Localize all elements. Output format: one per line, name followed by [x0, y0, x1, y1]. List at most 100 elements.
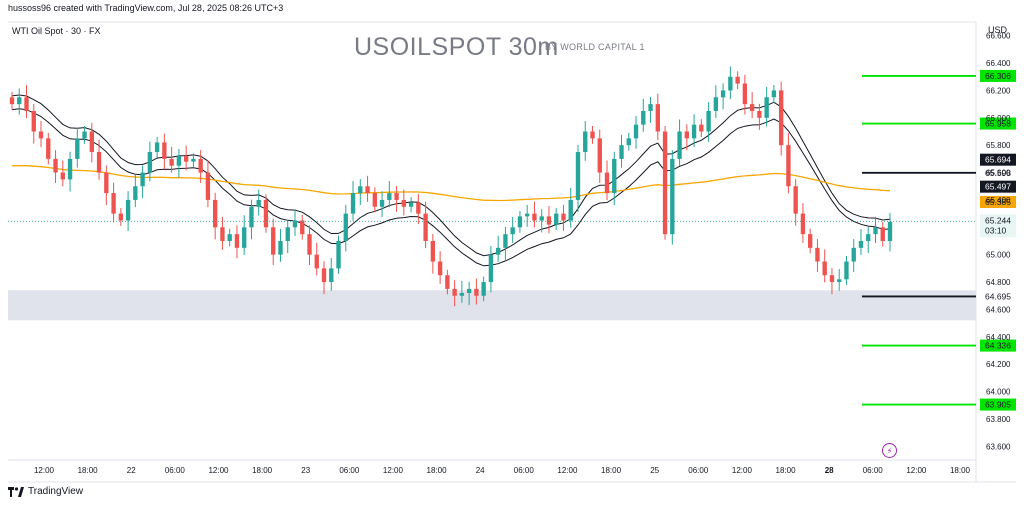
green-level-label[interactable]: 65.958	[985, 119, 1011, 129]
candle[interactable]	[546, 205, 552, 234]
candle[interactable]	[365, 175, 370, 202]
candle[interactable]	[525, 204, 530, 227]
candle[interactable]	[684, 124, 690, 151]
candle[interactable]	[503, 227, 508, 260]
candle[interactable]	[575, 144, 581, 212]
candle[interactable]	[720, 83, 726, 110]
candle[interactable]	[183, 145, 189, 171]
candle[interactable]	[300, 214, 305, 240]
candle[interactable]	[249, 199, 254, 240]
candle[interactable]	[9, 91, 15, 110]
green-level-label[interactable]: 66.306	[985, 71, 1011, 81]
candle[interactable]	[46, 132, 51, 165]
candle[interactable]	[437, 251, 443, 284]
candle[interactable]	[111, 182, 116, 223]
last-price-label[interactable]: 65.244	[985, 215, 1011, 225]
candle[interactable]	[829, 268, 835, 295]
ma-value-label[interactable]: 65.497	[985, 182, 1011, 192]
candle[interactable]	[24, 85, 29, 119]
lightning-icon[interactable]: ⚡	[882, 443, 897, 458]
candle[interactable]	[728, 66, 733, 100]
black-level-label[interactable]: 64.695	[985, 291, 1011, 301]
candle[interactable]	[604, 160, 610, 201]
candle[interactable]	[17, 88, 22, 115]
candle[interactable]	[343, 204, 348, 252]
black-level-label[interactable]: 65.598	[985, 168, 1011, 178]
symbol-legend[interactable]: WTI Oil Spot · 30 · FX	[12, 26, 101, 36]
candle[interactable]	[648, 97, 653, 124]
candle[interactable]	[757, 103, 762, 130]
candle[interactable]	[394, 185, 399, 212]
candle[interactable]	[619, 134, 624, 168]
candle[interactable]	[691, 114, 697, 148]
candle[interactable]	[699, 119, 704, 137]
candle[interactable]	[778, 81, 784, 156]
candle[interactable]	[808, 228, 813, 254]
candle[interactable]	[481, 276, 486, 302]
candle[interactable]	[655, 93, 660, 141]
candle[interactable]	[445, 269, 450, 295]
candle[interactable]	[793, 179, 798, 226]
candle[interactable]	[387, 181, 392, 208]
candle[interactable]	[278, 228, 283, 262]
candle[interactable]	[292, 210, 298, 237]
candle[interactable]	[474, 278, 479, 305]
candle[interactable]	[662, 126, 668, 240]
candle[interactable]	[800, 203, 806, 243]
candle[interactable]	[212, 192, 218, 240]
candle[interactable]	[517, 210, 523, 233]
candle[interactable]	[329, 257, 334, 291]
currency-label[interactable]: USD	[988, 25, 1008, 35]
candle[interactable]	[873, 216, 878, 243]
candle[interactable]	[31, 103, 36, 144]
candle[interactable]	[96, 139, 102, 180]
candle[interactable]	[314, 242, 319, 276]
candle[interactable]	[466, 281, 472, 306]
candle[interactable]	[242, 215, 247, 255]
candle[interactable]	[713, 85, 719, 119]
candle[interactable]	[495, 235, 501, 262]
candle[interactable]	[786, 133, 791, 194]
candle[interactable]	[858, 228, 864, 255]
candle[interactable]	[626, 132, 631, 151]
candle[interactable]	[372, 187, 377, 213]
candle[interactable]	[227, 228, 232, 247]
candle[interactable]	[568, 187, 573, 228]
candle[interactable]	[205, 160, 211, 208]
candle[interactable]	[423, 201, 428, 249]
candle[interactable]	[742, 74, 748, 115]
candle[interactable]	[154, 136, 160, 158]
candle[interactable]	[307, 225, 312, 266]
candle[interactable]	[880, 221, 885, 247]
candle[interactable]	[271, 218, 276, 266]
candle[interactable]	[53, 150, 58, 183]
candle[interactable]	[590, 126, 595, 144]
candle[interactable]	[749, 92, 755, 119]
candle[interactable]	[633, 115, 639, 149]
candle[interactable]	[38, 121, 44, 148]
candle[interactable]	[764, 86, 769, 127]
candle[interactable]	[82, 126, 87, 144]
candle[interactable]	[350, 181, 356, 221]
green-level-label[interactable]: 64.336	[985, 341, 1011, 351]
candle[interactable]	[887, 213, 893, 252]
tradingview-brand[interactable]: TradingView	[8, 486, 83, 497]
candle[interactable]	[220, 216, 225, 250]
candle[interactable]	[510, 216, 515, 243]
candle[interactable]	[844, 256, 849, 285]
candle[interactable]	[822, 249, 827, 283]
candle[interactable]	[336, 235, 341, 274]
candle[interactable]	[539, 209, 544, 233]
candle[interactable]	[459, 280, 465, 303]
candle[interactable]	[118, 208, 124, 226]
candle[interactable]	[416, 193, 421, 225]
candle[interactable]	[554, 208, 559, 231]
ma-value-label[interactable]: 65.694	[985, 155, 1011, 165]
candle[interactable]	[234, 225, 240, 259]
candle[interactable]	[256, 189, 261, 216]
candle[interactable]	[532, 201, 537, 228]
candle[interactable]	[641, 98, 646, 132]
candle[interactable]	[866, 227, 871, 254]
candle[interactable]	[60, 160, 65, 187]
